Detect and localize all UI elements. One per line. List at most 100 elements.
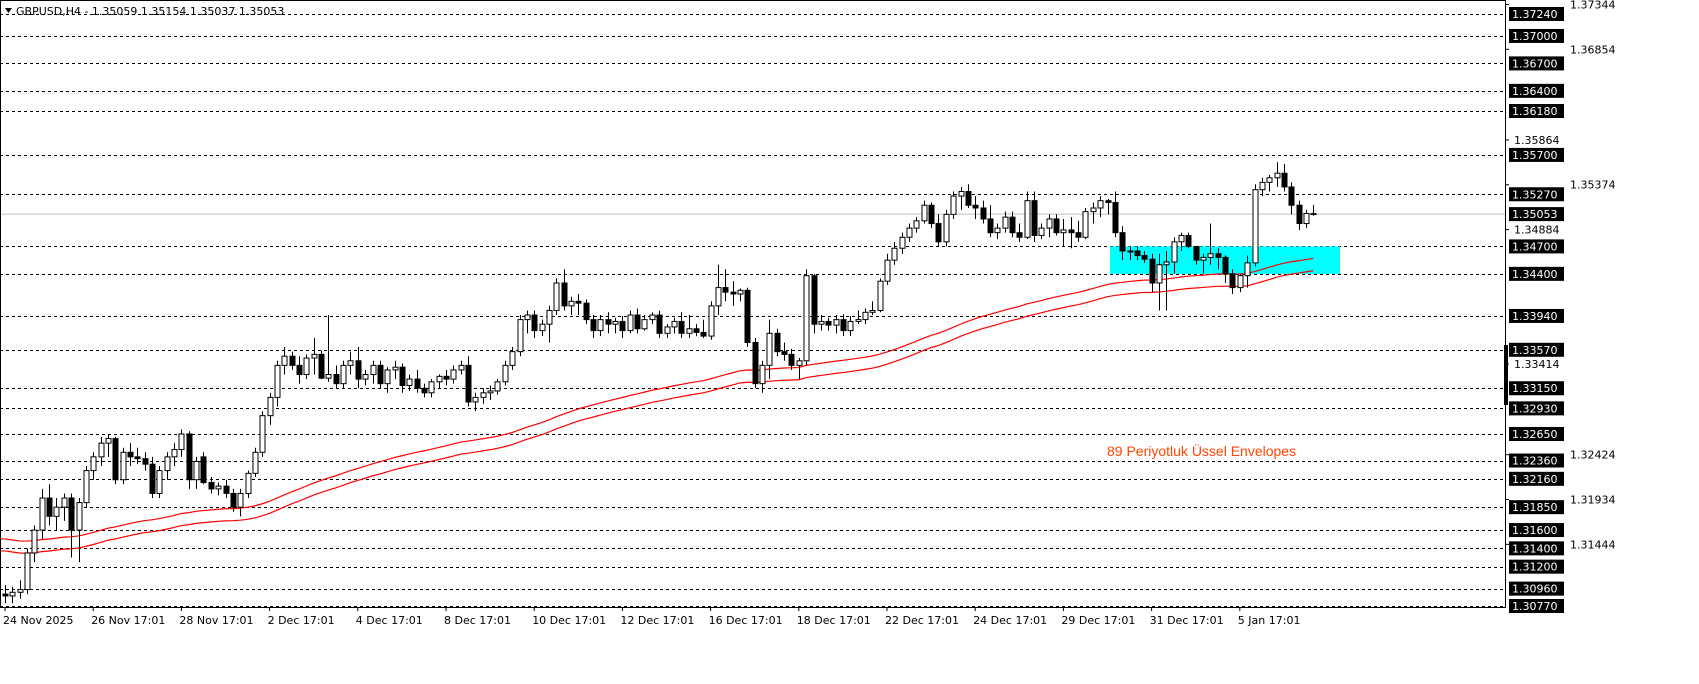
candle <box>781 342 788 361</box>
level-label: 1.35700 <box>1512 149 1558 162</box>
candle-body-bull <box>458 364 465 371</box>
candle <box>546 305 553 343</box>
candle-body-bull <box>9 591 16 597</box>
candle-body-bull <box>1274 172 1281 179</box>
candle <box>1060 218 1067 247</box>
candle <box>583 299 590 325</box>
candle <box>553 278 560 316</box>
level-label-box <box>1509 559 1564 574</box>
candle-body-bear <box>730 291 737 295</box>
level-label: 1.34700 <box>1512 240 1558 253</box>
candle <box>1222 255 1229 284</box>
candle-body-bull <box>472 396 479 403</box>
level-label: 1.36700 <box>1512 57 1558 70</box>
candle-body-bear <box>634 314 641 330</box>
candle <box>678 312 685 338</box>
level-label: 1.37240 <box>1512 8 1558 21</box>
candle <box>281 347 288 375</box>
candle-body-bull <box>384 369 391 385</box>
level-label-box <box>1509 308 1564 323</box>
candle <box>303 354 310 380</box>
axis-scale-marker <box>1504 345 1508 405</box>
candle <box>24 548 31 595</box>
candle <box>825 317 832 331</box>
candle <box>1002 211 1009 233</box>
candle-body-bull <box>766 332 773 366</box>
candle-body-bull <box>428 381 435 394</box>
dropdown-triangle-icon[interactable] <box>5 8 12 13</box>
candle <box>436 374 443 389</box>
candle-body-bull <box>274 364 281 398</box>
time-tick-label: 31 Dec 17:01 <box>1150 614 1224 627</box>
candle-body-bear <box>355 360 362 380</box>
candle <box>178 429 185 457</box>
candle <box>730 281 737 306</box>
time-tick-label: 2 Dec 17:01 <box>268 614 335 627</box>
envelope-lower-line <box>0 270 1314 554</box>
candle-body-bull <box>39 497 46 531</box>
candle <box>458 360 465 375</box>
candle <box>149 456 156 499</box>
candle <box>590 315 597 338</box>
candle-body-bear <box>1296 204 1303 225</box>
candle <box>9 586 16 604</box>
price-tick-label: 1.35864 <box>1514 134 1560 147</box>
time-tick-label: 5 Jan 17:01 <box>1238 614 1301 627</box>
candle <box>1193 245 1200 265</box>
candle <box>752 337 759 389</box>
candle-body-bull <box>31 529 38 554</box>
time-tick-label: 18 Dec 17:01 <box>797 614 871 627</box>
header-text: GBPUSD,H4 - 1.35059 1.35154 1.35037 1.35… <box>16 5 284 18</box>
candle-body-bull <box>340 364 347 385</box>
candle <box>105 433 112 457</box>
time-tick-label: 26 Nov 17:01 <box>91 614 165 627</box>
candle <box>935 214 942 247</box>
candle <box>1200 253 1207 274</box>
candle-body-bear <box>2 593 9 597</box>
candle <box>39 488 46 540</box>
candle <box>259 411 266 457</box>
price-tick-label: 1.36854 <box>1570 43 1616 56</box>
level-label: 1.32360 <box>1512 455 1558 468</box>
level-label: 1.36180 <box>1512 105 1558 118</box>
level-label: 1.32650 <box>1512 428 1558 441</box>
candle <box>98 436 105 467</box>
candle-body-bear <box>1193 245 1200 261</box>
candle <box>818 315 825 331</box>
candle <box>450 365 457 384</box>
candle-body-bull <box>1127 250 1134 253</box>
candle <box>575 293 582 316</box>
time-axis[interactable]: 24 Nov 2025 26 Nov 17:01 28 Nov 17:01 2 Dec… <box>3 607 1300 627</box>
candle-body-bull <box>24 552 31 591</box>
candle-body-bear <box>134 456 141 460</box>
candle <box>1259 177 1266 197</box>
candle-body-bull <box>178 433 185 451</box>
candle-body-bull <box>237 492 244 508</box>
candle-body-bear <box>465 364 472 403</box>
price-axis[interactable]: 1.37344 1.36854 1.35864 1.35374 1.34884 1.334… <box>1505 0 1616 614</box>
candle <box>1016 223 1023 242</box>
candle <box>509 347 516 370</box>
candle-body-bear <box>443 375 450 380</box>
candle <box>869 301 876 316</box>
candle <box>664 324 671 338</box>
candle <box>252 447 259 477</box>
candle <box>671 317 678 334</box>
time-tick-label: 24 Dec 17:01 <box>973 614 1047 627</box>
candle <box>112 436 119 485</box>
candle <box>406 374 413 391</box>
level-label: 1.30770 <box>1512 600 1558 613</box>
candle <box>142 452 149 471</box>
candle <box>700 319 707 338</box>
candle <box>1046 214 1053 238</box>
candle-body-bull <box>1171 241 1178 263</box>
candle-body-bear <box>142 458 149 465</box>
candle <box>1281 164 1288 192</box>
candle-body-bull <box>90 456 97 472</box>
candle-body-bear <box>127 451 134 458</box>
candle-body-bull <box>958 191 965 197</box>
candle <box>1274 162 1281 187</box>
candle <box>774 328 781 357</box>
level-label: 1.33570 <box>1512 344 1558 357</box>
